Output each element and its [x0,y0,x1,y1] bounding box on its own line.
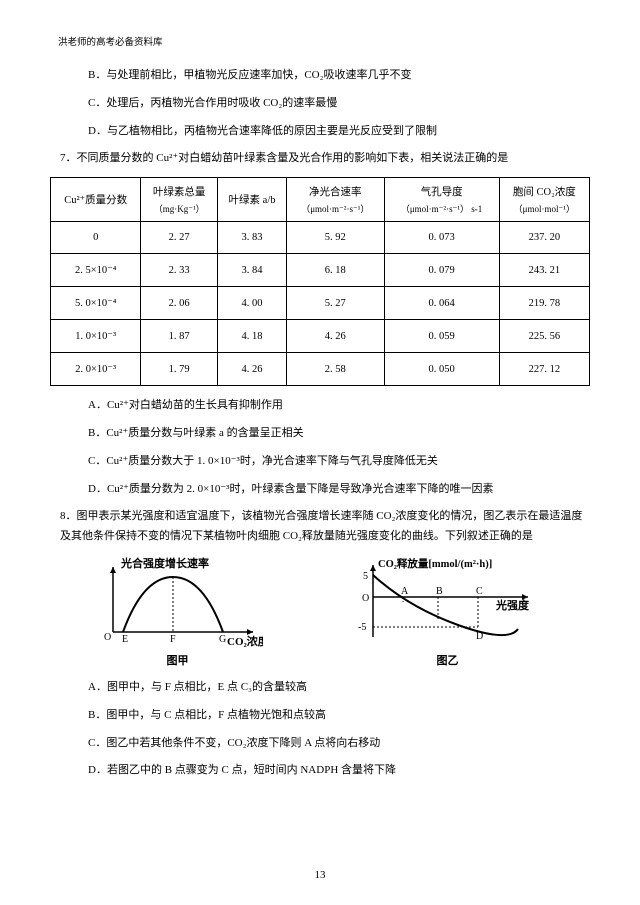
header-title: 洪老师的高考必备资料库 [58,34,590,48]
svg-text:G: G [219,634,226,645]
svg-text:D: D [476,631,483,642]
q7-option-b: B．Cu²⁺质量分数与叶绿素 a 的含量呈正相关 [88,424,590,444]
th-2: 叶绿素 a/b [217,178,286,222]
q7-option-c: C．Cu²⁺质量分数大于 1. 0×10⁻³时，净光合速率下降与气孔导度降低无关 [88,452,590,472]
option-d: D．与乙植物相比，丙植物光合速率降低的原因主要是光反应受到了限制 [88,122,590,142]
q8-option-c: C．图乙中若其他条件不变，CO₂浓度下降则 A 点将向右移动 [88,734,590,754]
table-row: 1. 0×10⁻³1. 874. 184. 260. 059225. 56 [51,320,590,353]
svg-text:E: E [122,634,128,645]
table-row: 2. 5×10⁻⁴2. 333. 846. 180. 079243. 21 [51,254,590,287]
q8-option-b: B．图甲中，与 C 点相比，F 点植物光饱和点较高 [88,706,590,726]
table-row: 02. 273. 835. 920. 073237. 20 [51,222,590,254]
option-b: B．与处理前相比，甲植物光反应速率加快，CO₂吸收速率几乎不变 [88,66,590,86]
chart-2-svg: 5 O -5 A B C D CO₂释放量[mmol/(m²·h)] 光强度 [348,557,548,647]
svg-text:CO₂浓度: CO₂浓度 [227,634,263,647]
option-c: C．处理后，丙植物光合作用时吸收 CO₂的速率最慢 [88,94,590,114]
svg-text:CO₂释放量[mmol/(m²·h)]: CO₂释放量[mmol/(m²·h)] [378,557,492,570]
svg-text:5: 5 [363,571,368,582]
page-number: 13 [315,869,326,881]
svg-text:C: C [476,586,483,597]
fig1-caption: 图甲 [93,652,263,668]
q8-option-d: D．若图乙中的 B 点骤变为 C 点，短时间内 NADPH 含量将下降 [88,761,590,781]
svg-text:F: F [170,634,176,645]
question-8: 8．图甲表示某光强度和适宜温度下，该植物光合强度增长速率随 CO₂浓度变化的情况… [60,507,590,547]
th-1: 叶绿素总量（mg·Kg⁻¹） [141,178,218,222]
th-0: Cu²⁺质量分数 [51,178,141,222]
q8-option-a: A．图甲中，与 F 点相比，E 点 C₃的含量较高 [88,678,590,698]
svg-text:光合强度增长速率: 光合强度增长速率 [120,557,209,570]
th-3: 净光合速率（μmol·m⁻²·s⁻¹） [287,178,384,222]
svg-text:光强度: 光强度 [495,598,530,612]
figure-2: 5 O -5 A B C D CO₂释放量[mmol/(m²·h)] 光强度 图… [348,557,548,668]
chart-1-svg: O E F G 光合强度增长速率 CO₂浓度 [93,557,263,647]
q7-option-a: A．Cu²⁺对白蜡幼苗的生长具有抑制作用 [88,396,590,416]
th-4: 气孔导度（μmol·m⁻²·s⁻¹） s-1 [384,178,499,222]
svg-text:A: A [401,586,409,597]
figure-1: O E F G 光合强度增长速率 CO₂浓度 图甲 [93,557,263,668]
data-table: Cu²⁺质量分数 叶绿素总量（mg·Kg⁻¹） 叶绿素 a/b 净光合速率（μm… [50,177,590,386]
figures-container: O E F G 光合强度增长速率 CO₂浓度 图甲 5 O -5 A B C D [50,557,590,668]
question-7: 7．不同质量分数的 Cu²⁺对白蜡幼苗叶绿素含量及光合作用的影响如下表，相关说法… [60,149,590,169]
svg-text:O: O [104,632,111,643]
table-header-row: Cu²⁺质量分数 叶绿素总量（mg·Kg⁻¹） 叶绿素 a/b 净光合速率（μm… [51,178,590,222]
svg-text:O: O [362,593,369,604]
svg-text:-5: -5 [358,622,366,633]
table-row: 2. 0×10⁻³1. 794. 262. 580. 050227. 12 [51,353,590,386]
q7-option-d: D．Cu²⁺质量分数为 2. 0×10⁻³时，叶绿素含量下降是导致净光合速率下降… [88,480,590,500]
th-5: 胞间 CO₂浓度（μmol·mol⁻¹） [499,178,589,222]
table-row: 5. 0×10⁻⁴2. 064. 005. 270. 064219. 78 [51,287,590,320]
fig2-caption: 图乙 [348,652,548,668]
svg-text:B: B [436,586,443,597]
